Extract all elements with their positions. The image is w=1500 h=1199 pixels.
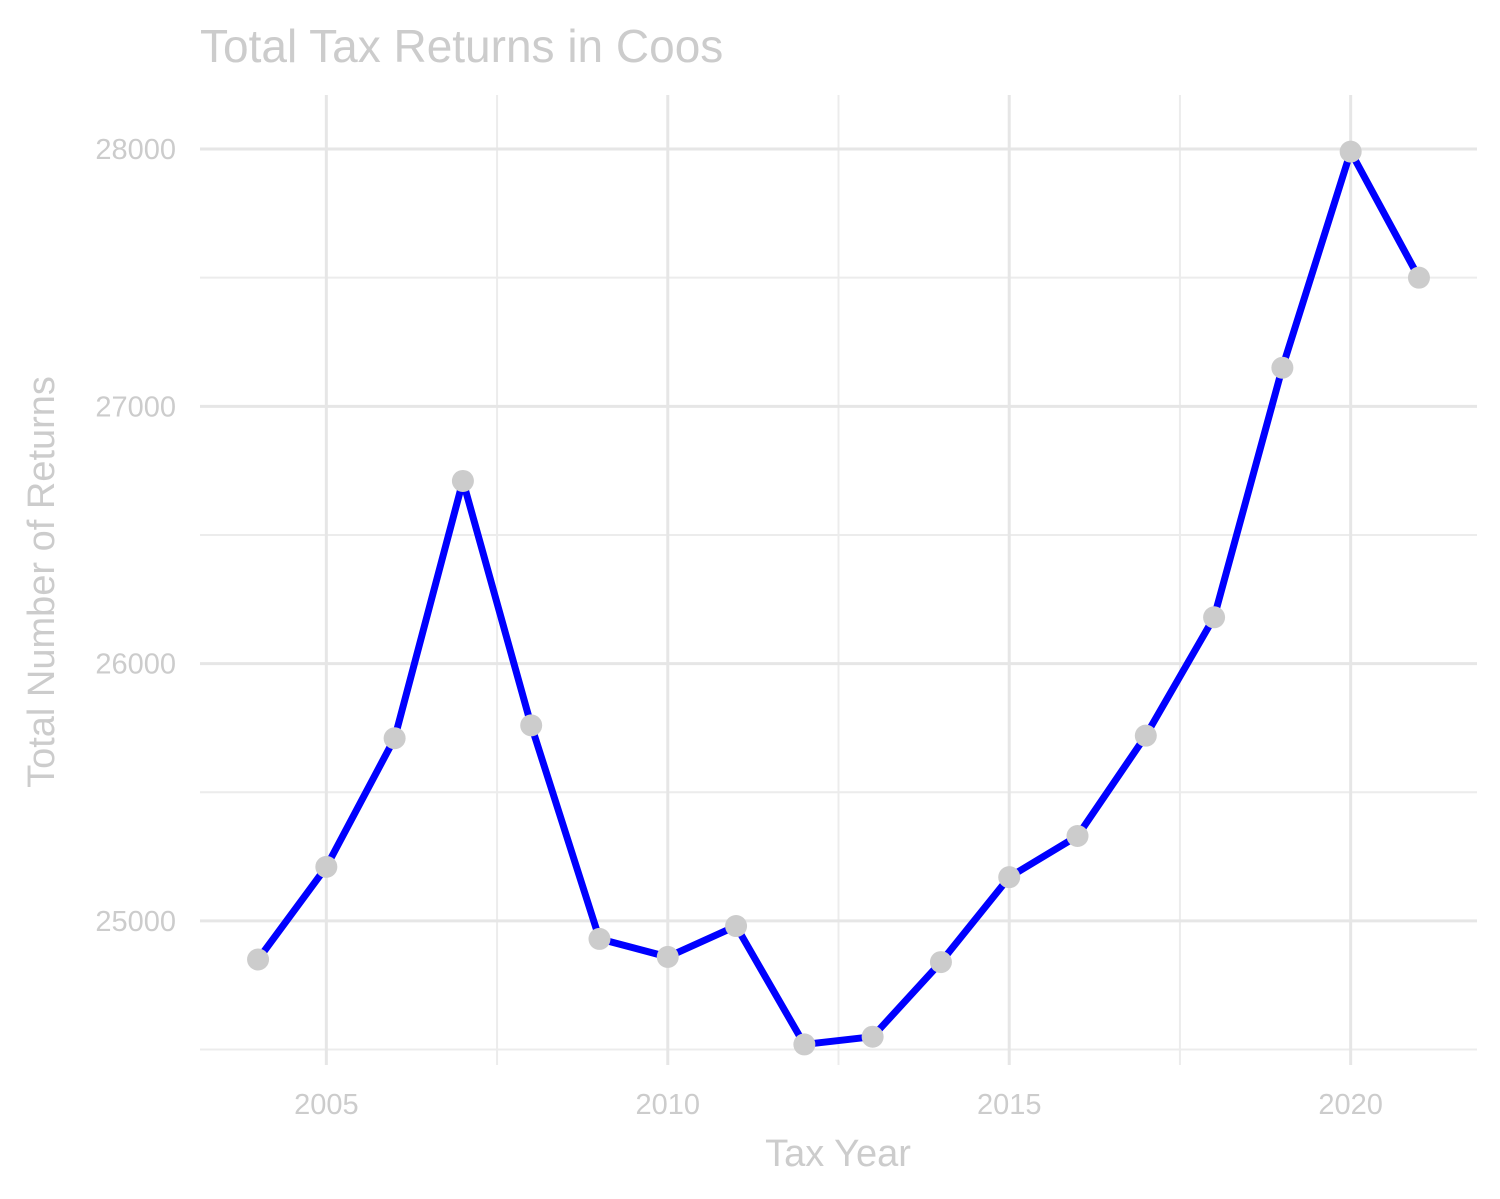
data-point	[247, 948, 270, 971]
data-point	[315, 855, 338, 878]
data-point	[1134, 724, 1157, 747]
data-point	[383, 727, 406, 750]
x-tick-label: 2010	[636, 1089, 701, 1121]
data-point	[588, 927, 611, 950]
series-group	[247, 140, 1430, 1056]
y-tick-label: 25000	[95, 906, 176, 938]
data-point	[725, 915, 748, 938]
y-tick-label: 27000	[95, 391, 176, 423]
data-point	[1271, 356, 1294, 379]
data-point	[1203, 606, 1226, 629]
y-tick-label: 26000	[95, 649, 176, 681]
data-point	[861, 1025, 884, 1048]
data-point	[451, 469, 474, 492]
data-point	[929, 951, 952, 974]
x-axis-title: Tax Year	[765, 1133, 911, 1175]
chart-title: Total Tax Returns in Coos	[200, 20, 723, 72]
y-axis-title: Total Number of Returns	[21, 376, 63, 788]
x-tick-labels: 2005 2010 2015 2020	[294, 1089, 1383, 1121]
series-line	[254, 148, 1423, 1048]
data-point	[998, 866, 1021, 889]
data-point	[1066, 825, 1089, 848]
x-tick-label: 2015	[977, 1089, 1042, 1121]
gridlines	[200, 95, 1477, 1065]
data-point	[1339, 140, 1362, 163]
data-point	[656, 945, 679, 968]
data-point	[1407, 266, 1430, 289]
y-tick-labels: 25000 26000 27000 28000	[95, 134, 176, 938]
data-point	[793, 1033, 816, 1056]
y-tick-label: 28000	[95, 134, 176, 166]
data-point	[520, 714, 543, 737]
x-tick-label: 2005	[294, 1089, 359, 1121]
x-tick-label: 2020	[1318, 1089, 1383, 1121]
